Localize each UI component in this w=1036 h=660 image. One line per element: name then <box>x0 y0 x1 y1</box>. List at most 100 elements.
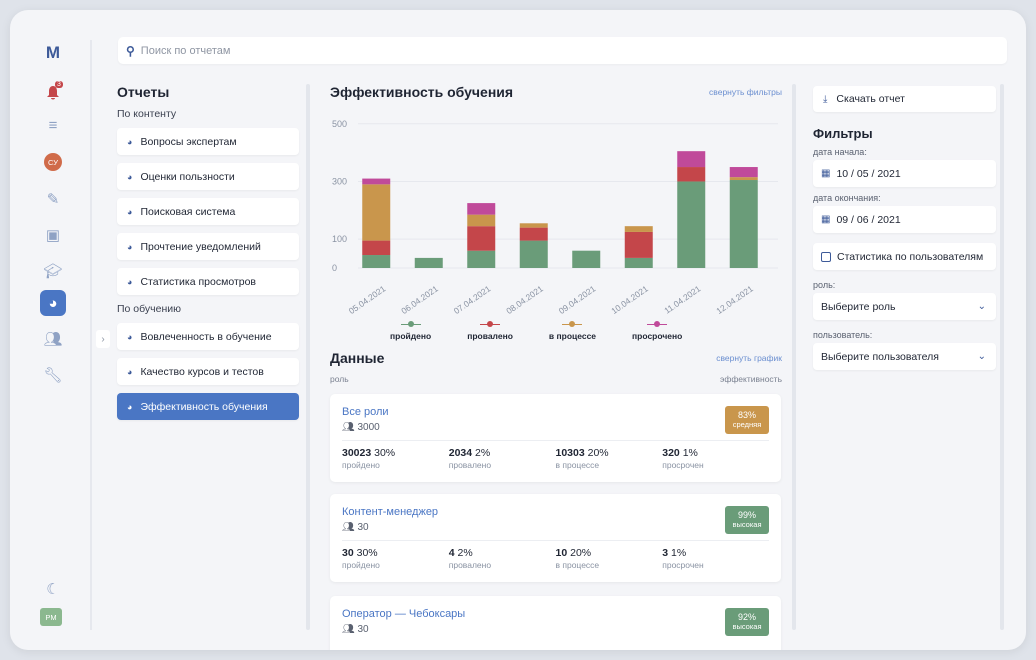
checkbox-box[interactable] <box>821 251 831 262</box>
report-item[interactable]: ◕ Оценки пользности <box>117 163 299 190</box>
user-avatar[interactable]: СУ <box>44 153 62 171</box>
bar-segment[interactable] <box>729 180 758 268</box>
legend-item[interactable]: в процессе <box>549 320 596 341</box>
x-tick-label: 11.04.2021 <box>662 283 702 315</box>
bar-segment[interactable] <box>519 223 548 228</box>
theme-moon-icon[interactable]: ☾ <box>46 581 60 598</box>
scrollbar-right[interactable] <box>1000 84 1004 630</box>
reports-icon[interactable]: ◕ <box>40 290 66 316</box>
main-panel: Эффективность обучения свернуть фильтры … <box>330 84 782 650</box>
stat-number: 30 <box>342 547 354 559</box>
bar-segment[interactable] <box>624 231 653 258</box>
role-title[interactable]: Все роли <box>342 406 389 418</box>
role-title[interactable]: Оператор — Чебоксары <box>342 608 466 620</box>
x-tick-label: 05.04.2021 <box>347 283 388 316</box>
search-placeholder: Поиск по отчетам <box>140 44 231 57</box>
user-stats-checkbox[interactable]: Статистика по пользователям <box>813 243 996 270</box>
scrollbar-mid[interactable] <box>792 84 796 630</box>
notifications-icon[interactable]: 3 <box>40 80 66 106</box>
stat-number: 30023 <box>342 447 372 459</box>
role-card[interactable]: Все роли 👥︎ 3000 83% средняя 30023 30% пр… <box>330 394 781 482</box>
pin-icon[interactable]: ✎ <box>46 191 60 208</box>
expand-chevron-icon[interactable]: › <box>96 330 110 348</box>
report-item[interactable]: ◕ Вопросы экспертам <box>117 128 299 155</box>
role-card[interactable]: Контент-менеджер 👥︎ 30 99% высокая 30 30%… <box>330 494 781 582</box>
chart-legend: пройдено провалено в процессе просрочено <box>390 320 682 341</box>
download-report-button[interactable]: ⤓ Скачать отчет <box>813 86 996 112</box>
bar-segment[interactable] <box>414 257 443 268</box>
legend-label: просрочено <box>632 331 683 341</box>
efficiency-badge: 99% высокая <box>725 506 769 534</box>
legend-item[interactable]: просрочено <box>632 320 682 341</box>
bottom-avatar[interactable]: РМ <box>40 608 62 626</box>
courses-icon[interactable]: 🎓︎ <box>43 263 63 280</box>
legend-marker <box>647 320 668 328</box>
content-group-label: По контенту <box>117 108 177 120</box>
bar-segment[interactable] <box>572 250 601 268</box>
page-title: Эффективность обучения <box>330 84 514 100</box>
stat-number: 10303 <box>555 447 585 459</box>
bar-segment[interactable] <box>677 181 706 268</box>
collapse-chart-link[interactable]: свернуть график <box>716 353 782 363</box>
col-efficiency-header: эффективность <box>719 374 782 384</box>
legend-item[interactable]: пройдено <box>390 320 431 341</box>
legend-marker <box>480 320 501 328</box>
bar-segment[interactable] <box>467 250 496 268</box>
role-title[interactable]: Контент-менеджер <box>342 506 439 518</box>
bar-segment[interactable] <box>677 151 706 168</box>
card-divider <box>342 540 769 541</box>
bar-segment[interactable] <box>362 255 391 268</box>
bar-segment[interactable] <box>729 177 758 181</box>
user-count: 👥︎ 30 <box>342 624 369 635</box>
documents-icon[interactable]: ▣ <box>45 227 61 244</box>
report-item[interactable]: ◕ Качество курсов и тестов <box>117 358 299 385</box>
bar-segment[interactable] <box>624 257 653 268</box>
report-item[interactable]: ◕ Статистика просмотров <box>117 268 299 295</box>
end-date-field[interactable]: ▦ 09 / 06 / 2021 <box>813 206 996 233</box>
efficiency-chart: 0 100 300 500 05.04.2021 06.04.2021 07.04.2021… <box>330 104 782 344</box>
legend-label: в процессе <box>548 331 597 341</box>
role-select[interactable]: Выберите роль ⌄ <box>813 293 996 320</box>
stat-number: 320 <box>662 447 680 459</box>
y-tick-label: 500 <box>332 119 347 129</box>
bar-segment[interactable] <box>677 167 706 182</box>
bar-segment[interactable] <box>519 227 548 241</box>
role-label: роль: <box>813 280 836 290</box>
bar-segment[interactable] <box>467 203 496 215</box>
bar-segment[interactable] <box>362 178 391 185</box>
bar-segment[interactable] <box>362 184 391 241</box>
bar-segment[interactable] <box>467 214 496 227</box>
app-frame: M 3 ≡ СУ ✎ ▣ 🎓︎ ◕ 👥︎ 🔧︎ ☾ РМ › ⚲ Поиск п… <box>10 10 1026 650</box>
report-item[interactable]: ◕ Прочтение уведомлений <box>117 233 299 260</box>
x-tick-label: 08.04.2021 <box>504 283 545 316</box>
download-icon: ⤓ <box>823 93 828 105</box>
user-select[interactable]: Выберите пользователя ⌄ <box>813 343 996 370</box>
start-date-field[interactable]: ▦ 10 / 05 / 2021 <box>813 160 996 187</box>
role-card[interactable]: Оператор — Чебоксары 👥︎ 30 92% высокая <box>330 596 781 650</box>
users-icon: 👥︎ <box>342 624 358 635</box>
logo-icon[interactable]: M <box>45 43 61 62</box>
menu-icon[interactable]: ≡ <box>48 116 58 134</box>
chart-svg: 0 100 300 500 05.04.2021 06.04.2021 07.04.2021… <box>332 119 778 316</box>
report-item-active[interactable]: ◕ Эффективность обучения <box>117 393 299 420</box>
bar-segment[interactable] <box>624 226 653 232</box>
pie-icon: ◕ <box>127 136 133 147</box>
bar-segment[interactable] <box>729 167 758 178</box>
bar-segment[interactable] <box>362 240 391 256</box>
users-icon: 👥︎ <box>342 522 358 533</box>
report-item[interactable]: ◕ Поисковая система <box>117 198 299 225</box>
report-item[interactable]: ◕ Вовлеченность в обучение <box>117 323 299 350</box>
stat-label: просрочен <box>662 560 704 570</box>
stat-percent: 20% <box>570 547 592 559</box>
bar-segment[interactable] <box>467 226 496 251</box>
bar-segment[interactable] <box>519 240 548 268</box>
legend-item[interactable]: провалено <box>467 320 513 341</box>
search-input[interactable]: ⚲ Поиск по отчетам <box>118 37 1007 64</box>
settings-wrench-icon[interactable]: 🔧︎ <box>43 367 63 384</box>
stat-percent: 20% <box>587 447 609 459</box>
users-icon[interactable]: 👥︎ <box>43 331 63 348</box>
legend-marker <box>400 320 421 328</box>
y-tick-label: 0 <box>332 263 337 273</box>
scrollbar-left[interactable] <box>306 84 310 630</box>
collapse-filters-link[interactable]: свернуть фильтры <box>709 87 782 97</box>
